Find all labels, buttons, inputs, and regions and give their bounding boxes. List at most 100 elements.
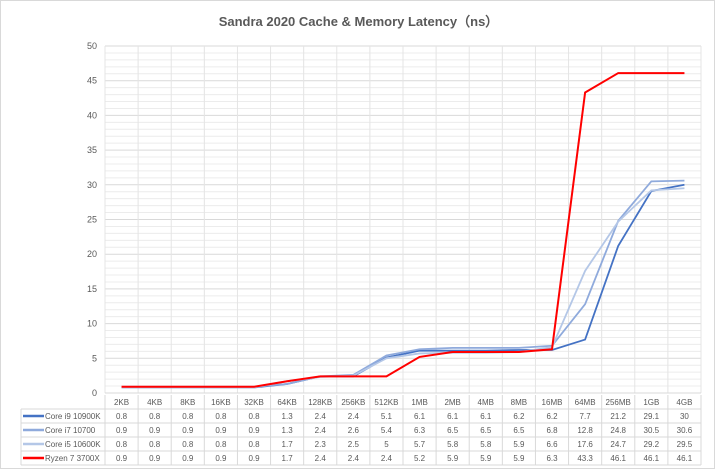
data-cell: 17.6 — [577, 440, 593, 449]
data-cell: 24.7 — [610, 440, 626, 449]
x-tick-label: 64MB — [575, 398, 596, 407]
data-cell: 5.9 — [513, 440, 525, 449]
x-tick-label: 8KB — [180, 398, 195, 407]
x-tick-label: 4GB — [676, 398, 692, 407]
data-cell: 7.7 — [580, 412, 592, 421]
data-cell: 0.8 — [182, 412, 194, 421]
data-cell: 0.8 — [116, 440, 128, 449]
data-cell: 0.9 — [116, 454, 128, 463]
y-tick-label: 25 — [87, 215, 97, 225]
data-cell: 30.5 — [644, 426, 660, 435]
data-cell: 5.4 — [381, 426, 393, 435]
data-cell: 21.2 — [610, 412, 626, 421]
y-tick-label: 45 — [87, 76, 97, 86]
data-cell: 0.8 — [116, 412, 128, 421]
x-tick-label: 2MB — [444, 398, 460, 407]
data-cell: 6.2 — [546, 412, 558, 421]
data-cell: 12.8 — [577, 426, 593, 435]
data-cell: 0.8 — [149, 440, 161, 449]
data-cell: 0.8 — [215, 440, 227, 449]
data-cell: 43.3 — [577, 454, 593, 463]
data-cell: 1.7 — [282, 454, 294, 463]
data-cell: 5 — [384, 440, 389, 449]
y-tick-label: 35 — [87, 145, 97, 155]
x-tick-label: 2KB — [114, 398, 129, 407]
y-tick-label: 50 — [87, 41, 97, 51]
legend-label: Ryzen 7 3700X — [45, 454, 100, 463]
data-cell: 5.8 — [447, 440, 459, 449]
legend-label: Core i9 10900K — [45, 412, 101, 421]
data-cell: 0.9 — [248, 426, 260, 435]
x-tick-label: 4MB — [478, 398, 494, 407]
data-cell: 46.1 — [644, 454, 660, 463]
data-cell: 6.5 — [447, 426, 459, 435]
data-cell: 6.6 — [546, 440, 558, 449]
data-cell: 0.8 — [248, 440, 260, 449]
data-cell: 0.9 — [215, 454, 227, 463]
data-cell: 5.8 — [480, 440, 492, 449]
x-tick-label: 256KB — [341, 398, 365, 407]
data-cell: 2.4 — [348, 454, 360, 463]
data-cell: 6.1 — [447, 412, 459, 421]
data-cell: 2.6 — [348, 426, 360, 435]
data-cell: 6.1 — [414, 412, 426, 421]
x-tick-label: 16MB — [542, 398, 563, 407]
data-cell: 2.4 — [315, 412, 327, 421]
data-cell: 46.1 — [610, 454, 626, 463]
data-cell: 29.2 — [644, 440, 660, 449]
data-cell: 2.5 — [348, 440, 360, 449]
data-cell: 0.9 — [149, 454, 161, 463]
data-cell: 2.4 — [381, 454, 393, 463]
y-tick-label: 15 — [87, 284, 97, 294]
data-cell: 0.8 — [215, 412, 227, 421]
data-cell: 46.1 — [677, 454, 693, 463]
y-tick-label: 0 — [92, 388, 97, 398]
data-cell: 2.4 — [315, 454, 327, 463]
data-cell: 6.5 — [513, 426, 525, 435]
x-tick-label: 256MB — [606, 398, 631, 407]
data-cell: 0.9 — [182, 426, 194, 435]
data-cell: 6.1 — [480, 412, 492, 421]
data-cell: 5.9 — [480, 454, 492, 463]
x-tick-label: 32KB — [244, 398, 264, 407]
data-cell: 0.9 — [149, 426, 161, 435]
x-tick-label: 4KB — [147, 398, 162, 407]
data-cell: 0.9 — [215, 426, 227, 435]
data-cell: 29.5 — [677, 440, 693, 449]
data-cell: 6.5 — [480, 426, 492, 435]
data-cell: 24.8 — [610, 426, 626, 435]
x-tick-label: 1MB — [411, 398, 427, 407]
data-cell: 5.9 — [513, 454, 525, 463]
data-cell: 1.3 — [282, 426, 294, 435]
data-cell: 1.7 — [282, 440, 294, 449]
data-cell: 6.3 — [414, 426, 426, 435]
x-tick-label: 1GB — [643, 398, 659, 407]
data-cell: 0.9 — [248, 454, 260, 463]
data-cell: 0.8 — [248, 412, 260, 421]
x-tick-label: 512KB — [374, 398, 398, 407]
data-cell: 6.2 — [513, 412, 525, 421]
data-cell: 2.4 — [315, 426, 327, 435]
x-tick-label: 128KB — [308, 398, 332, 407]
data-cell: 0.8 — [182, 440, 194, 449]
legend-label: Core i7 10700 — [45, 426, 96, 435]
data-cell: 2.3 — [315, 440, 327, 449]
data-cell: 5.2 — [414, 454, 426, 463]
y-tick-label: 30 — [87, 180, 97, 190]
x-tick-label: 16KB — [211, 398, 231, 407]
legend-label: Core i5 10600K — [45, 440, 101, 449]
y-tick-label: 10 — [87, 319, 97, 329]
data-cell: 5.7 — [414, 440, 426, 449]
data-cell: 30.6 — [677, 426, 693, 435]
data-cell: 30 — [680, 412, 689, 421]
y-tick-label: 20 — [87, 249, 97, 259]
data-cell: 5.1 — [381, 412, 393, 421]
data-cell: 6.3 — [546, 454, 558, 463]
data-cell: 0.9 — [116, 426, 128, 435]
data-cell: 0.8 — [149, 412, 161, 421]
y-tick-label: 5 — [92, 353, 97, 363]
data-cell: 2.4 — [348, 412, 360, 421]
series-line — [121, 72, 685, 388]
